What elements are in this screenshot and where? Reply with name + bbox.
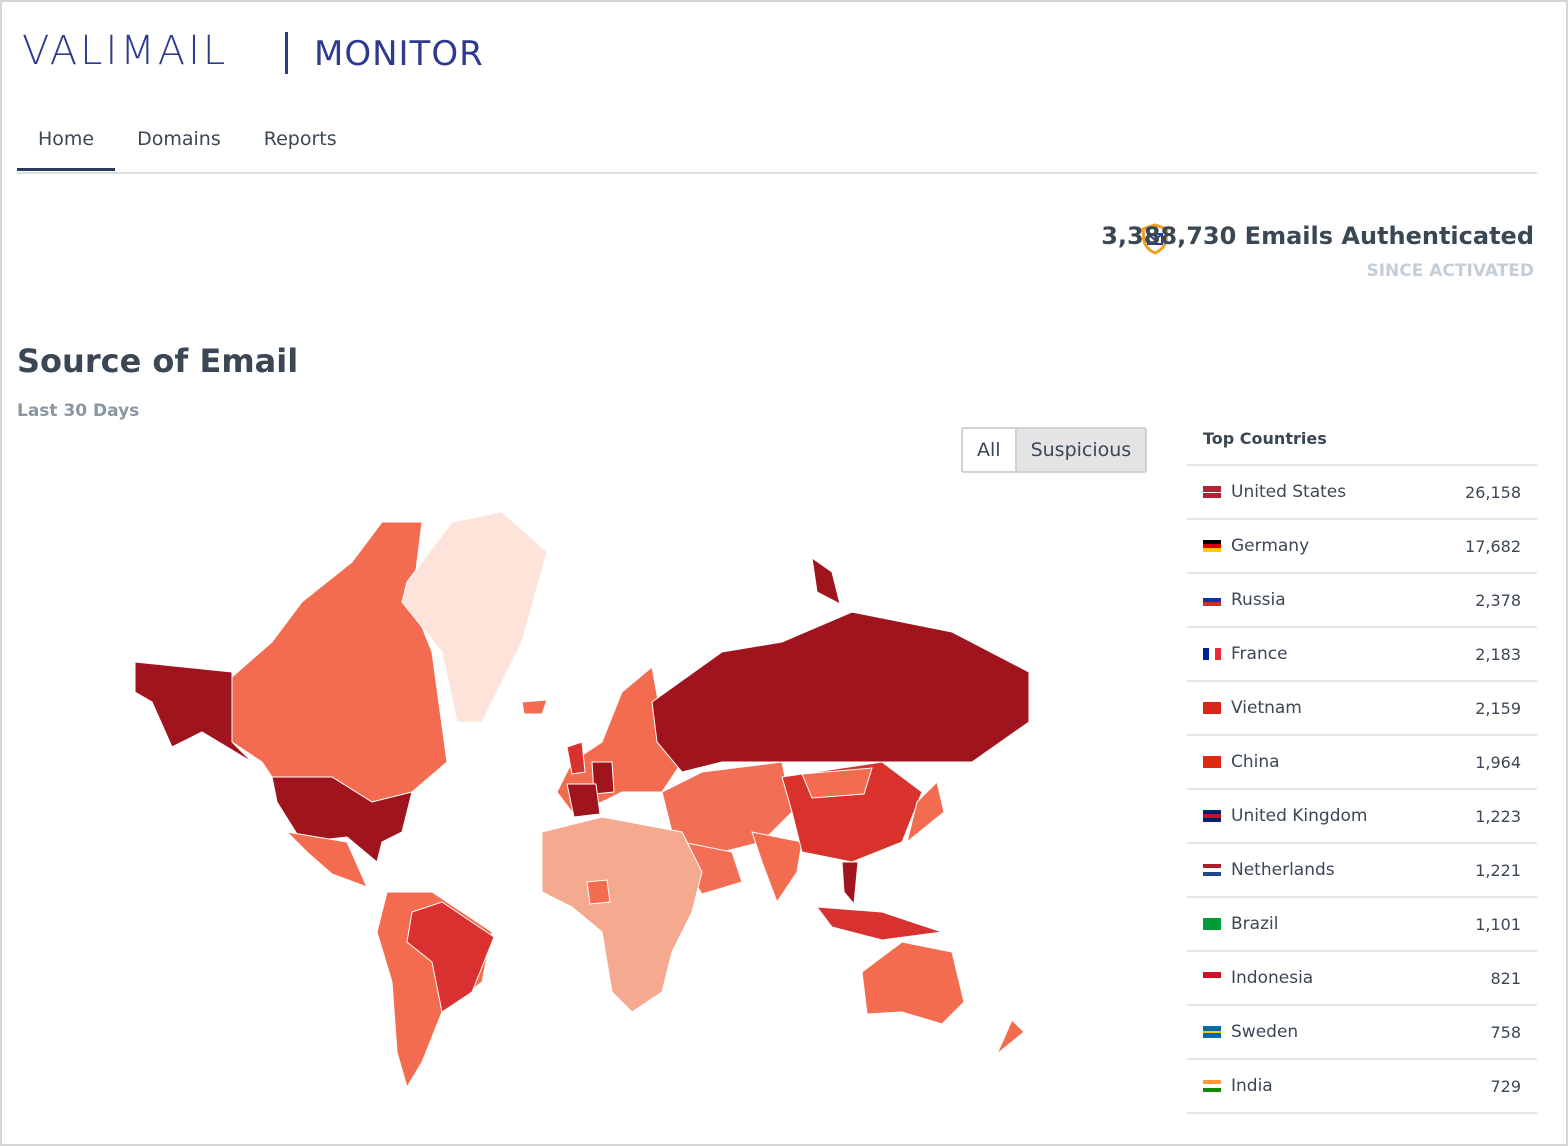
country-count: 1,964 [1475, 752, 1521, 772]
nav-item[interactable]: Home [17, 112, 116, 171]
country-count: 2,378 [1475, 590, 1521, 610]
country-row[interactable]: China 1,964 [1187, 736, 1537, 790]
country-name: Sweden [1231, 1022, 1299, 1042]
country-row[interactable]: Russia 2,378 [1187, 574, 1537, 628]
country-row[interactable]: Netherlands 1,221 [1187, 844, 1537, 898]
country-count: 821 [1490, 968, 1521, 988]
filter-button[interactable]: All [977, 439, 1001, 461]
section-title: Source of Email [17, 342, 299, 380]
country-count: 1,223 [1475, 806, 1521, 826]
flag-icon [1203, 810, 1221, 822]
country-name: Russia [1231, 590, 1286, 610]
flag-icon [1203, 702, 1221, 714]
country-count: 729 [1490, 1076, 1521, 1096]
filter-group: All Suspicious [961, 427, 1148, 473]
country-name: Vietnam [1231, 698, 1302, 718]
country-name: Brazil [1231, 914, 1279, 934]
section-subtitle: Last 30 Days [17, 401, 140, 421]
country-count: 1,101 [1475, 914, 1521, 934]
flag-icon [1203, 648, 1221, 660]
top-countries-table: Top Countries United States 26,158 Germany… [1187, 420, 1537, 1114]
flag-icon [1203, 918, 1221, 930]
country-name: Germany [1231, 536, 1310, 556]
country-row[interactable]: France 2,183 [1187, 628, 1537, 682]
country-count: 2,183 [1475, 644, 1521, 664]
flag-icon [1203, 594, 1221, 606]
country-count: 17,682 [1465, 536, 1521, 556]
country-name: Indonesia [1231, 968, 1314, 988]
flag-icon [1203, 864, 1221, 876]
country-name: China [1231, 752, 1280, 772]
logo[interactable]: VALIMAIL [22, 28, 229, 74]
product-name: MONITOR [314, 34, 484, 74]
flag-icon [1203, 540, 1221, 552]
country-row[interactable]: Germany 17,682 [1187, 520, 1537, 574]
flag-icon [1203, 1080, 1221, 1092]
country-row[interactable]: United Kingdom 1,223 [1187, 790, 1537, 844]
world-map [134, 511, 1030, 1089]
table-header: Top Countries [1187, 420, 1537, 466]
flag-icon [1203, 1026, 1221, 1038]
flag-icon [1203, 972, 1221, 984]
logo-divider [285, 32, 288, 74]
country-row[interactable]: Brazil 1,101 [1187, 898, 1537, 952]
country-row[interactable]: Indonesia 821 [1187, 952, 1537, 1006]
emails-count: 3,388,730 Emails Authenticated [1101, 222, 1534, 250]
country-count: 2,159 [1475, 698, 1521, 718]
country-name: India [1231, 1076, 1273, 1096]
country-row[interactable]: India 729 [1187, 1060, 1537, 1114]
country-count: 758 [1490, 1022, 1521, 1042]
country-name: United States [1231, 482, 1347, 502]
country-count: 26,158 [1465, 482, 1521, 502]
filter-button[interactable]: Suspicious [1014, 429, 1146, 471]
flag-icon [1203, 486, 1221, 498]
flag-icon [1203, 756, 1221, 768]
country-row[interactable]: Vietnam 2,159 [1187, 682, 1537, 736]
country-name: France [1231, 644, 1288, 664]
country-count: 1,221 [1475, 860, 1521, 880]
since-label: SINCE ACTIVATED [1366, 261, 1534, 281]
nav-item[interactable]: Reports [263, 128, 337, 150]
country-row[interactable]: Sweden 758 [1187, 1006, 1537, 1060]
country-name: Netherlands [1231, 860, 1335, 880]
nav-bar: Home Domains Reports [17, 112, 1537, 174]
country-row[interactable]: United States 26,158 [1187, 466, 1537, 520]
country-name: United Kingdom [1231, 806, 1368, 826]
nav-item[interactable]: Domains [137, 128, 221, 150]
shield-icon [1141, 223, 1169, 255]
